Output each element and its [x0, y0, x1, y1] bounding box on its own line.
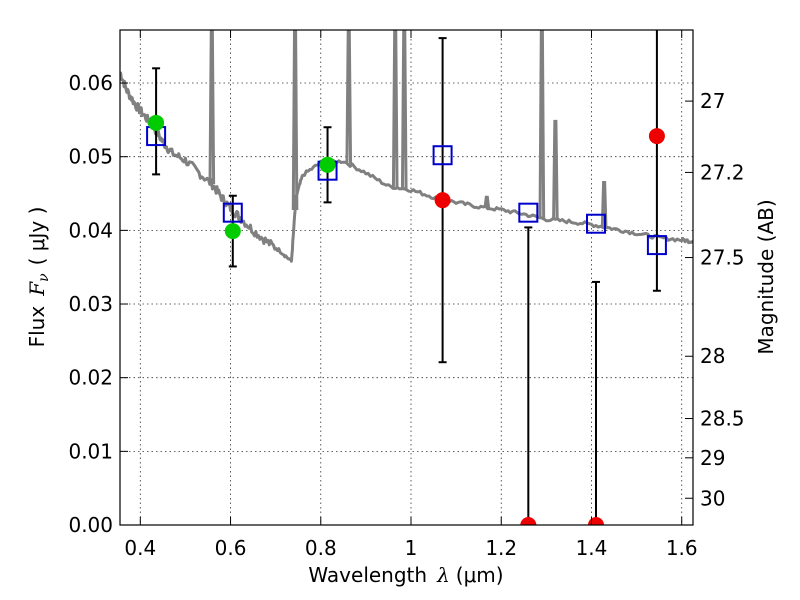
y-tick-label: 0.06: [68, 71, 113, 95]
mag-tick-label: 28: [700, 344, 725, 368]
observed-photometry-points: [148, 114, 665, 525]
x-axis-label: Wavelength λ (μm): [308, 563, 503, 587]
x-tick-label: 0.6: [215, 536, 247, 560]
x-tick-label: 0.4: [124, 536, 156, 560]
observed-photometry-point: [224, 223, 241, 240]
plot-frame: [119, 29, 694, 526]
sed-emission-line: [208, 30, 216, 185]
x-tick-label: 0.8: [305, 536, 337, 560]
y-tick-label: 0.01: [68, 439, 113, 463]
x-tick-label: 1.2: [485, 536, 517, 560]
mag-tick-label: 28.5: [700, 407, 745, 431]
observed-photometry-point: [520, 517, 537, 525]
sed-emission-line: [552, 119, 559, 221]
sed-emission-line: [400, 30, 408, 189]
sed-emission-line: [291, 30, 299, 211]
y-axis-label: FluxFν( μJy ): [25, 207, 52, 348]
y2-axis-label: Magnitude (AB): [754, 199, 778, 354]
mag-tick-label: 27.5: [700, 246, 745, 270]
model-photometry-box: [646, 235, 667, 256]
x-tick-label: 1.6: [666, 536, 698, 560]
observed-photometry-point: [148, 114, 165, 131]
sed-emission-line: [538, 30, 546, 219]
axis-ticks: 0.4 0.6 0.8 1 1.2 1.4 1.6 0.00 0.01 0.02 0.03 0.04 0…: [68, 30, 745, 560]
sed-emission-line: [391, 30, 399, 188]
observed-photometry-point: [648, 128, 665, 145]
sed-emission-line: [600, 180, 608, 227]
mag-tick-label: 27.2: [700, 160, 745, 184]
observed-photometry-point: [434, 192, 451, 209]
x-tick-label: 1.4: [576, 536, 608, 560]
x-tick-label: 1: [405, 536, 418, 560]
y-tick-label: 0.04: [68, 218, 113, 242]
y-tick-label: 0.00: [68, 513, 113, 537]
model-photometry-box: [222, 202, 243, 223]
model-photometry-boxes: [146, 126, 667, 256]
y-tick-label: 0.03: [68, 292, 113, 316]
y-tick-label: 0.05: [68, 145, 113, 169]
model-photometry-box: [518, 202, 539, 223]
mag-tick-label: 27: [700, 89, 725, 113]
sed-emission-line: [345, 30, 353, 164]
y-tick-label: 0.02: [68, 366, 113, 390]
mag-tick-label: 30: [700, 486, 725, 510]
mag-tick-label: 29: [700, 446, 725, 470]
sed-model-spectrum: [120, 30, 693, 263]
sed-continuum-line: [120, 71, 693, 263]
model-photometry-box: [432, 145, 453, 166]
observed-photometry-point: [319, 156, 336, 173]
model-photometry-box: [585, 213, 606, 234]
observed-photometry-point: [587, 517, 604, 525]
sed-emission-line: [483, 195, 491, 209]
